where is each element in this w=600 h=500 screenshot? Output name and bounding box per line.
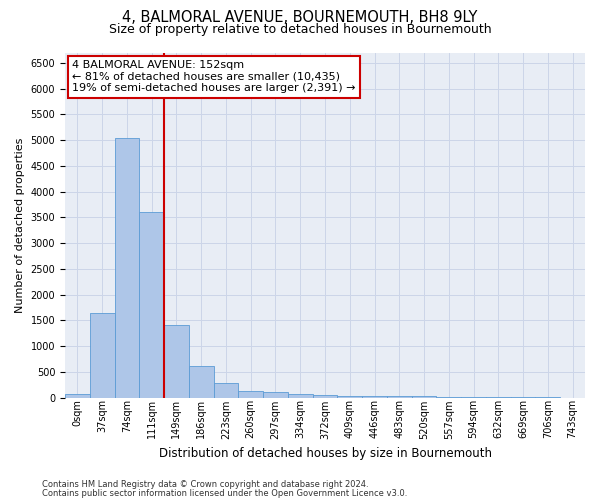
Text: 4, BALMORAL AVENUE, BOURNEMOUTH, BH8 9LY: 4, BALMORAL AVENUE, BOURNEMOUTH, BH8 9LY [122, 10, 478, 25]
Bar [139, 212, 164, 398]
Y-axis label: Number of detached properties: Number of detached properties [15, 138, 25, 313]
Bar [486, 397, 511, 398]
Bar [337, 396, 362, 398]
Bar [412, 396, 436, 398]
Bar [387, 396, 412, 398]
Bar [65, 394, 90, 398]
Bar [214, 383, 238, 398]
Bar [263, 392, 288, 398]
Bar [189, 366, 214, 398]
Bar [90, 312, 115, 398]
Bar [288, 394, 313, 398]
Text: Size of property relative to detached houses in Bournemouth: Size of property relative to detached ho… [109, 22, 491, 36]
Text: Contains HM Land Registry data © Crown copyright and database right 2024.: Contains HM Land Registry data © Crown c… [42, 480, 368, 489]
Bar [362, 396, 387, 398]
Text: 4 BALMORAL AVENUE: 152sqm
← 81% of detached houses are smaller (10,435)
19% of s: 4 BALMORAL AVENUE: 152sqm ← 81% of detac… [73, 60, 356, 94]
Bar [164, 324, 189, 398]
Bar [436, 396, 461, 398]
Bar [461, 397, 486, 398]
Text: Contains public sector information licensed under the Open Government Licence v3: Contains public sector information licen… [42, 488, 407, 498]
Bar [313, 395, 337, 398]
X-axis label: Distribution of detached houses by size in Bournemouth: Distribution of detached houses by size … [158, 447, 491, 460]
Bar [115, 138, 139, 398]
Bar [238, 390, 263, 398]
